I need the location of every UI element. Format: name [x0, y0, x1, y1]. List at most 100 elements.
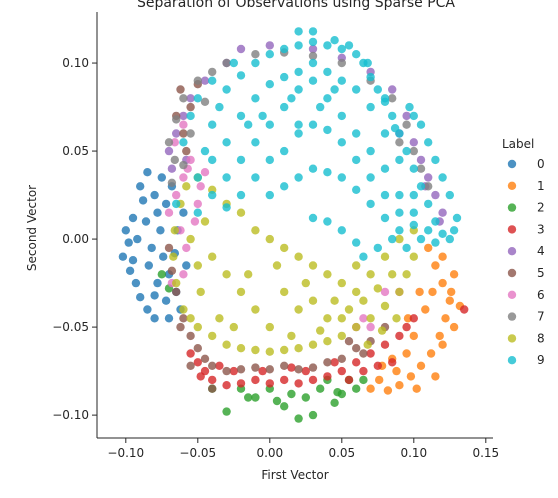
- legend-label: 9: [537, 353, 545, 367]
- scatter-point: [294, 414, 303, 423]
- scatter-point: [186, 331, 195, 341]
- scatter-point: [431, 238, 440, 247]
- scatter-point: [373, 361, 382, 370]
- scatter-point: [441, 314, 450, 323]
- scatter-point: [431, 217, 440, 226]
- scatter-point: [229, 322, 238, 332]
- scatter-point: [164, 314, 174, 323]
- scatter-point: [215, 314, 224, 323]
- scatter-point: [287, 331, 296, 341]
- scatter-point: [193, 344, 202, 353]
- scatter-point: [366, 102, 375, 112]
- scatter-point: [308, 37, 318, 47]
- scatter-point: [265, 120, 274, 129]
- scatter-point: [424, 199, 433, 209]
- scatter-point: [344, 305, 354, 314]
- scatter-point: [344, 41, 354, 50]
- scatter-point: [392, 314, 401, 323]
- scatter-point: [308, 261, 318, 270]
- scatter-point: [294, 129, 303, 138]
- scatter-point: [172, 287, 181, 297]
- scatter-point: [294, 173, 303, 182]
- scatter-point: [438, 208, 447, 217]
- scatter-point: [438, 173, 447, 182]
- legend-label: 1: [537, 179, 545, 193]
- y-tick-label: 0.10: [62, 56, 89, 70]
- scatter-point: [172, 190, 181, 200]
- scatter-point: [157, 173, 166, 182]
- scatter-point: [179, 270, 188, 279]
- legend-label: 6: [537, 288, 545, 302]
- scatter-point: [121, 226, 130, 235]
- scatter-point: [438, 340, 447, 349]
- series-5: [164, 80, 390, 393]
- scatter-point: [409, 220, 418, 230]
- scatter-point: [402, 243, 411, 253]
- scatter-point: [294, 120, 303, 129]
- scatter-point: [229, 58, 238, 68]
- scatter-point: [301, 278, 310, 288]
- scatter-point: [301, 366, 310, 376]
- scatter-point: [294, 305, 303, 314]
- scatter-point: [164, 208, 174, 217]
- scatter-point: [280, 72, 289, 82]
- y-tick-label: −0.05: [52, 320, 89, 334]
- series-6: [164, 120, 404, 332]
- scatter-point: [359, 366, 368, 376]
- scatter-point: [392, 366, 401, 376]
- scatter-point: [193, 94, 202, 103]
- legend-marker: [507, 290, 517, 299]
- scatter-point: [161, 199, 171, 209]
- legend-marker: [507, 334, 517, 343]
- scatter-point: [229, 366, 238, 376]
- scatter-point: [308, 363, 318, 372]
- scatter-point: [323, 94, 332, 103]
- x-tick-label: 0.15: [472, 446, 499, 460]
- scatter-point: [222, 381, 231, 390]
- scatter-point: [323, 125, 332, 135]
- scatter-point: [352, 155, 361, 165]
- scatter-point: [186, 361, 195, 370]
- scatter-point: [352, 287, 361, 297]
- scatter-point: [251, 345, 260, 355]
- scatter-point: [287, 363, 296, 372]
- scatter-point: [280, 375, 289, 385]
- scatter-point: [352, 50, 361, 59]
- scatter-point: [251, 305, 260, 314]
- scatter-point: [265, 379, 274, 388]
- scatter-point: [164, 146, 174, 156]
- scatter-point: [222, 407, 231, 416]
- scatter-point: [161, 296, 171, 305]
- scatter-point: [449, 322, 459, 332]
- series-2: [157, 270, 368, 423]
- scatter-point: [265, 190, 274, 200]
- scatter-point: [251, 173, 260, 182]
- legend-label: 0: [537, 157, 545, 171]
- scatter-point: [363, 340, 372, 349]
- y-tick-label: 0.00: [62, 232, 89, 246]
- scatter-point: [215, 102, 224, 112]
- scatter-point: [167, 178, 177, 187]
- scatter-point: [280, 287, 289, 297]
- scatter-point: [280, 44, 289, 54]
- scatter-point: [193, 322, 202, 332]
- scatter-point: [366, 199, 375, 209]
- scatter-point: [272, 396, 282, 406]
- scatter-point: [258, 366, 267, 376]
- scatter-point: [409, 190, 418, 200]
- legend-marker: [507, 312, 517, 321]
- scatter-point: [172, 278, 181, 288]
- scatter-point: [366, 270, 375, 279]
- scatter-point: [428, 287, 437, 297]
- scatter-point: [222, 58, 231, 68]
- scatter-point: [170, 155, 179, 165]
- scatter-point: [222, 138, 231, 147]
- scatter-point: [380, 213, 390, 223]
- x-tick-label: 0.10: [400, 446, 427, 460]
- scatter-point: [449, 226, 459, 235]
- scatter-point: [236, 44, 246, 54]
- scatter-point: [294, 41, 303, 50]
- scatter-point: [337, 111, 346, 121]
- scatter-point: [395, 190, 404, 200]
- scatter-point: [208, 331, 217, 341]
